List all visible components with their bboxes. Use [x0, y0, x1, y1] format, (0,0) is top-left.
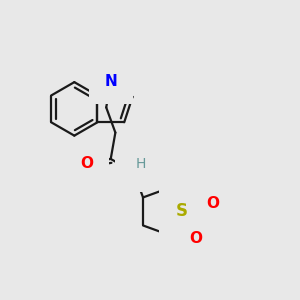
Text: N: N: [128, 165, 140, 180]
Text: N: N: [104, 74, 117, 88]
Text: H: H: [136, 158, 146, 171]
Text: O: O: [206, 196, 219, 211]
Text: O: O: [80, 156, 94, 171]
Text: S: S: [176, 202, 188, 220]
Text: O: O: [190, 231, 203, 246]
